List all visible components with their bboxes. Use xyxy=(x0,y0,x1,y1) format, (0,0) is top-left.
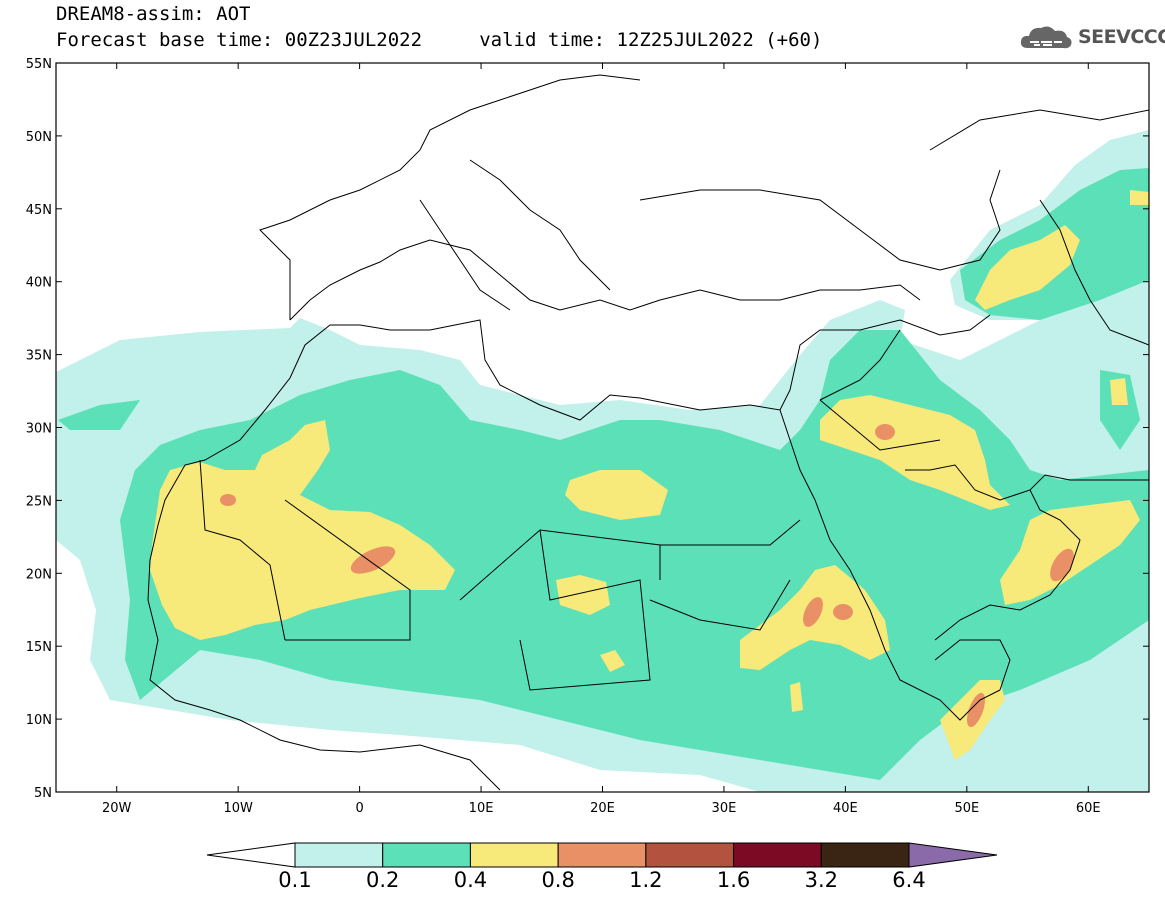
lat-tick-label: 35N xyxy=(26,349,52,364)
logo-text: SEEVCCC xyxy=(1078,26,1165,48)
lon-tick-label: 50E xyxy=(954,801,979,816)
map-title: DREAM8-assim: AOT xyxy=(56,3,251,25)
colorbar-label: 0.2 xyxy=(366,868,400,892)
colorbar-label: 0.4 xyxy=(453,868,488,892)
lon-tick-label: 60E xyxy=(1076,801,1101,816)
cloud-icon xyxy=(1020,26,1072,49)
lon-tick-label: 20E xyxy=(590,801,615,816)
lat-tick-label: 30N xyxy=(26,422,52,437)
map-subtitle: Forecast base time: 00Z23JUL2022 valid t… xyxy=(56,29,823,51)
colorbar-label: 3.2 xyxy=(804,868,838,892)
colorbar-upper-arrow xyxy=(908,842,998,868)
colorbar-swatch xyxy=(469,842,559,868)
longitude-axis: 20W 10W 0 10E 20E 30E 40E 50E 60E xyxy=(102,63,1101,816)
coastlines xyxy=(147,74,1149,791)
colorbar-swatch xyxy=(382,842,471,868)
colorbar xyxy=(206,842,998,868)
lat-tick-label: 10N xyxy=(26,713,52,728)
lon-tick-label: 10E xyxy=(469,801,494,816)
colorbar-swatch xyxy=(733,842,822,868)
lon-tick-label: 20W xyxy=(102,801,132,816)
colorbar-swatch xyxy=(820,842,910,868)
colorbar-swatch xyxy=(645,842,735,868)
lat-tick-label: 5N xyxy=(34,786,52,801)
lat-tick-label: 20N xyxy=(26,567,52,582)
lat-tick-label: 50N xyxy=(26,130,52,145)
lon-tick-label: 40E xyxy=(833,801,858,816)
lon-tick-label: 0 xyxy=(355,801,363,816)
lon-tick-label: 10W xyxy=(223,801,253,816)
colorbar-lower-arrow xyxy=(206,842,296,868)
colorbar-label: 0.1 xyxy=(278,868,312,892)
latitude-axis: 55N 50N 45N 40N 35N 30N 25N 20N 15N 10N 5N xyxy=(26,57,1149,801)
colorbar-label: 1.2 xyxy=(629,868,663,892)
lat-tick-label: 15N xyxy=(26,640,52,655)
aot-field xyxy=(56,63,1149,792)
colorbar-swatch xyxy=(294,842,384,868)
seevccc-logo: SEEVCCC xyxy=(1018,22,1165,52)
colorbar-label: 0.8 xyxy=(541,868,575,892)
lon-tick-label: 30E xyxy=(712,801,737,816)
lat-tick-label: 45N xyxy=(26,203,52,218)
colorbar-label: 6.4 xyxy=(892,868,926,892)
lat-tick-label: 40N xyxy=(26,276,52,291)
lat-tick-label: 55N xyxy=(26,57,52,72)
colorbar-label: 1.6 xyxy=(716,868,751,892)
colorbar-swatch xyxy=(557,842,647,868)
lat-tick-label: 25N xyxy=(26,494,52,509)
